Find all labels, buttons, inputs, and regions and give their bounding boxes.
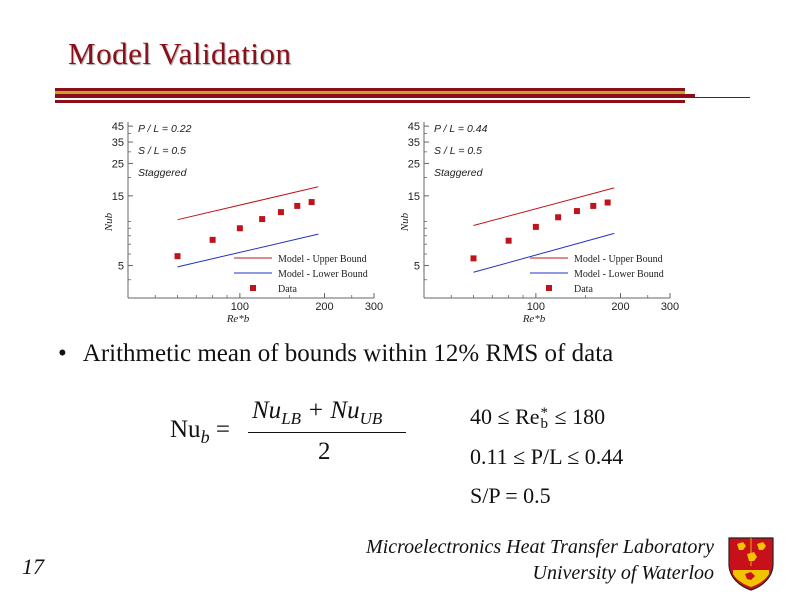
- condition-pitch: 0.11 ≤ P/L ≤ 0.44: [470, 444, 624, 469]
- cond1-sup: *: [540, 404, 549, 421]
- y-axis-label: Nub: [399, 212, 411, 232]
- y-tick-label: 45: [408, 121, 420, 133]
- data-point: [590, 202, 597, 209]
- slide-title: Model Validation: [68, 36, 292, 71]
- condition-spacing: S/P = 0.5: [470, 483, 551, 508]
- chart-left: 5 15 25 35 45 100 200 300 Nub Re*b P / L = 0.22 S /…: [103, 121, 383, 325]
- legend-label: Model - Upper Bound: [278, 254, 367, 265]
- x-tick-label: 100: [527, 301, 545, 313]
- title-rule-thin: [55, 97, 750, 98]
- x-tick-label: 300: [365, 301, 383, 313]
- bullet-point: • Arithmetic mean of bounds within 12% RM…: [58, 340, 614, 367]
- y-tick-label: 5: [118, 261, 124, 273]
- upper-bound-line: [177, 186, 319, 221]
- chart-annotation: Staggered: [434, 167, 484, 179]
- cond1-sub: b: [540, 415, 549, 432]
- y-tick-label: 35: [408, 137, 420, 149]
- x-axis-label: Re*b: [226, 313, 250, 325]
- legend-label: Data: [574, 284, 593, 295]
- y-axis-label: Nub: [103, 212, 115, 232]
- page-number: 17: [22, 554, 44, 579]
- x-tick-label: 300: [661, 301, 679, 313]
- legend-swatch: [250, 285, 256, 291]
- y-tick-label: 25: [112, 158, 124, 170]
- eq-num-a: Nu: [252, 397, 282, 424]
- data-point: [555, 214, 562, 221]
- data-point: [259, 216, 266, 223]
- chart-annotation: S / L = 0.5: [434, 145, 482, 157]
- university-name: University of Waterloo: [532, 562, 714, 584]
- y-tick-label: 45: [112, 121, 124, 133]
- lab-name: Microelectronics Heat Transfer Laborator…: [366, 536, 714, 558]
- data-point: [308, 199, 315, 206]
- legend-label: Data: [278, 284, 297, 295]
- title-rule: [55, 100, 685, 103]
- lower-bound-line: [177, 233, 319, 268]
- upper-bound-line: [473, 187, 615, 226]
- data-point: [532, 223, 539, 230]
- eq-num-sub1: LB: [281, 409, 302, 428]
- title-rule: [55, 88, 685, 91]
- y-tick-label: 15: [112, 191, 124, 203]
- cond1-b: ≤ 180: [549, 404, 606, 429]
- eq-num-b: + Nu: [301, 397, 360, 424]
- data-point: [236, 225, 243, 232]
- cond1-a: 40 ≤ Re: [470, 404, 540, 429]
- data-point: [573, 208, 580, 215]
- chart-annotation: Staggered: [138, 167, 188, 179]
- footer-lab: Microelectronics Heat Transfer Laborator…: [366, 534, 714, 586]
- x-axis-label: Re*b: [522, 313, 546, 325]
- equation-lhs: Nub =: [170, 416, 230, 448]
- data-point: [277, 209, 284, 216]
- y-tick-label: 15: [408, 191, 420, 203]
- equation-numerator: NuLB + NuUB: [252, 397, 382, 429]
- legend-swatch: [546, 285, 552, 291]
- data-point: [604, 199, 611, 206]
- data-point: [174, 253, 181, 260]
- y-tick-label: 25: [408, 158, 420, 170]
- y-tick-label: 35: [112, 137, 124, 149]
- x-tick-label: 200: [315, 301, 333, 313]
- chart-annotation: P / L = 0.22: [138, 123, 192, 135]
- x-tick-label: 200: [611, 301, 629, 313]
- legend-label: Model - Lower Bound: [278, 269, 368, 280]
- eq-lhs-sub: b: [200, 427, 210, 447]
- title-rule-gold: [55, 91, 685, 94]
- eq-num-sub2: UB: [359, 409, 383, 428]
- x-tick-label: 100: [231, 301, 249, 313]
- university-crest-icon: [728, 537, 774, 591]
- legend-label: Model - Upper Bound: [574, 254, 663, 265]
- condition-reynolds: 40 ≤ Re * b ≤ 180: [470, 404, 606, 432]
- chart-right: 5 15 25 35 45 100 200 300 Nub Re*b P / L = 0.44 S /…: [399, 121, 679, 325]
- data-point: [209, 236, 216, 243]
- eq-lhs-text: Nu: [170, 416, 201, 443]
- data-point: [294, 202, 301, 209]
- chart-annotation: S / L = 0.5: [138, 145, 186, 157]
- bullet-text: Arithmetic mean of bounds within 12% RMS…: [82, 340, 614, 367]
- legend-label: Model - Lower Bound: [574, 269, 664, 280]
- lower-bound-line: [473, 232, 615, 273]
- equation-denominator: 2: [318, 438, 331, 465]
- data-point: [505, 237, 512, 244]
- eq-equals: =: [215, 416, 230, 443]
- data-point: [470, 255, 477, 262]
- fraction-bar: [248, 432, 406, 433]
- y-tick-label: 5: [414, 261, 420, 273]
- title-rule: [55, 94, 695, 97]
- chart-annotation: P / L = 0.44: [434, 123, 488, 135]
